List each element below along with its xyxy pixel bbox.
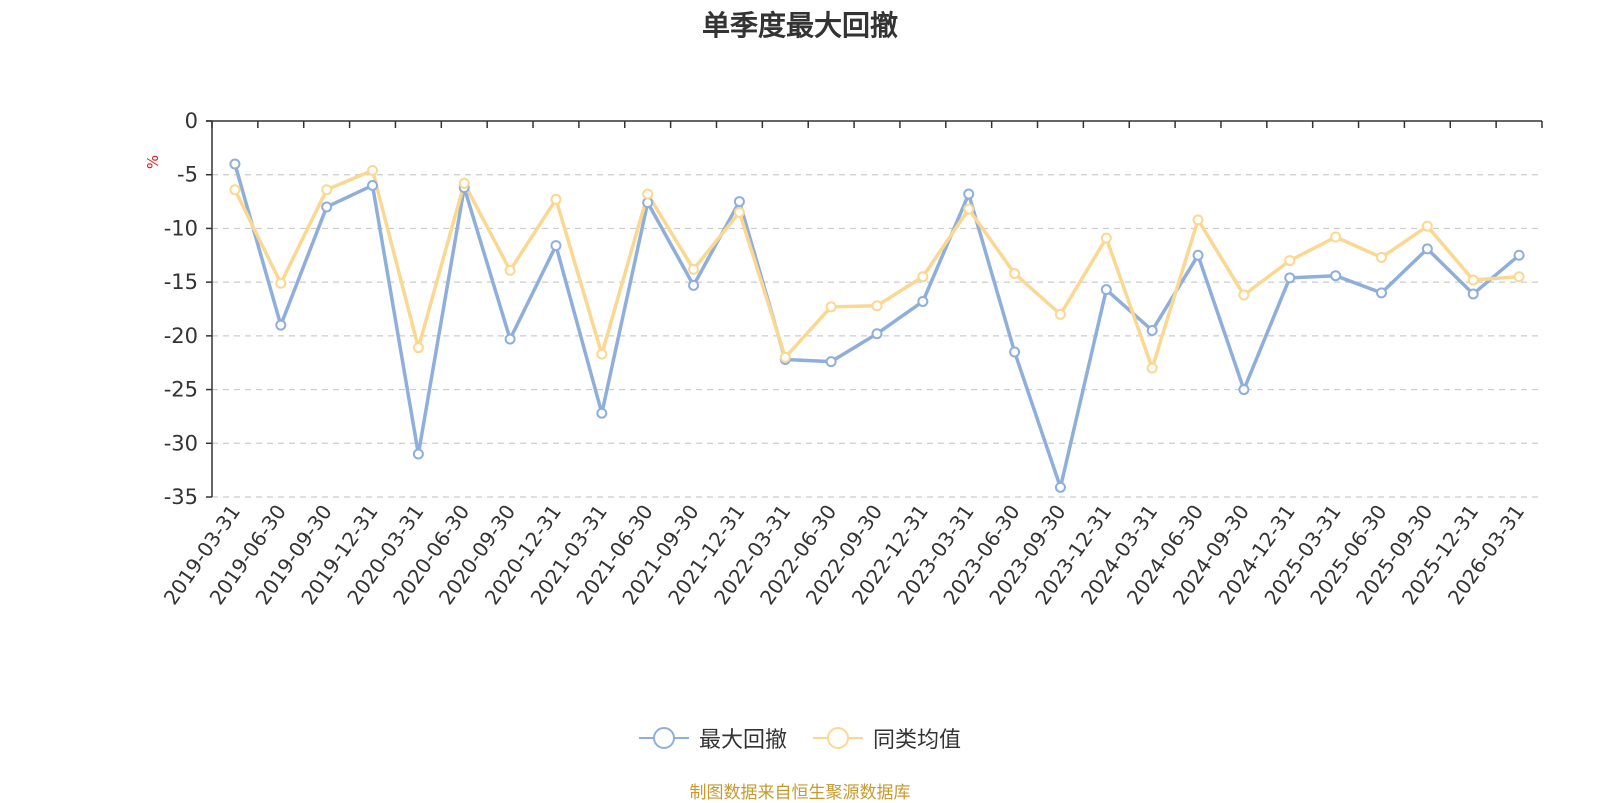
legend-item-series-1[interactable]: 同类均值: [813, 722, 961, 754]
series-1-point: [458, 177, 470, 189]
series-1-point: [275, 277, 287, 289]
y-tick-label: -10: [164, 216, 198, 240]
series-0-point: [275, 319, 287, 331]
series-1-point: [504, 264, 516, 276]
series-1-point: [229, 184, 241, 196]
series-1-point: [321, 184, 333, 196]
series-0-point: [1467, 288, 1479, 300]
series-0-point: [367, 179, 379, 191]
series-0-point: [871, 328, 883, 340]
series-1-point: [1421, 220, 1433, 232]
series-0-point: [917, 295, 929, 307]
series-1-point: [733, 206, 745, 218]
chart-title: 单季度最大回撤: [701, 9, 898, 42]
data-source-footer: 制图数据来自恒生聚源数据库: [689, 783, 911, 803]
series-1-point: [1054, 308, 1066, 320]
series-1-point: [688, 263, 700, 275]
legend: 最大回撤 同类均值: [0, 722, 1600, 754]
y-tick-label: 0: [185, 109, 198, 133]
series-1-point: [1009, 268, 1021, 280]
y-axis-unit-label: %: [144, 155, 162, 169]
series-1-point: [1330, 231, 1342, 243]
series-0-point: [412, 448, 424, 460]
series-0-point: [688, 279, 700, 291]
series-0-point: [550, 240, 562, 252]
series-1-point: [963, 203, 975, 215]
series-0-point: [1192, 249, 1204, 261]
series-0-point: [1330, 270, 1342, 282]
series-1-point: [1467, 274, 1479, 286]
series-1-point: [642, 188, 654, 200]
series-1-point: [1238, 289, 1250, 301]
series-1-point: [367, 164, 379, 176]
series-1-point: [1192, 214, 1204, 226]
y-tick-label: -5: [177, 163, 198, 187]
series-0-point: [1100, 284, 1112, 296]
y-tick-label: -15: [164, 270, 198, 294]
series-1-point: [550, 193, 562, 205]
series-1-point: [412, 342, 424, 354]
series-1-point: [917, 271, 929, 283]
legend-series-0-marker-icon: [638, 727, 689, 749]
series-0-point: [1009, 346, 1021, 358]
series-1-point: [1375, 251, 1387, 263]
series-0-point: [825, 356, 837, 368]
y-tick-label: -25: [164, 378, 198, 402]
legend-item-series-0[interactable]: 最大回撤: [638, 722, 787, 754]
series-1-point: [596, 348, 608, 360]
series-0-point: [1284, 272, 1296, 284]
legend-series-0-label: 最大回撤: [698, 728, 787, 753]
series-line-0: [233, 162, 1521, 490]
series-0-point: [229, 158, 241, 170]
series-0-point: [1146, 324, 1158, 336]
series-0-point: [504, 333, 516, 345]
series-0-point: [1421, 243, 1433, 255]
y-tick-label: -30: [164, 431, 198, 455]
series-1-point: [871, 300, 883, 312]
y-tick-label: -35: [164, 485, 198, 509]
series-1-point: [1146, 362, 1158, 374]
series-1-point: [779, 351, 791, 363]
series-0-point: [733, 196, 745, 208]
series-1-point: [1100, 232, 1112, 244]
series-0-point: [321, 201, 333, 213]
series-0-point: [1513, 249, 1525, 261]
series-0-point: [1238, 384, 1250, 396]
legend-series-1-label: 同类均值: [873, 728, 962, 753]
legend-series-1-marker-icon: [813, 727, 863, 749]
series-1-point: [1284, 255, 1296, 267]
series-0-point: [596, 407, 608, 419]
series-0-point: [963, 188, 975, 200]
series-1-point: [1513, 271, 1525, 283]
series-0-point: [1054, 481, 1066, 493]
series-0-point: [1375, 287, 1387, 299]
y-tick-label: -20: [164, 324, 198, 348]
series-1-point: [825, 301, 837, 313]
